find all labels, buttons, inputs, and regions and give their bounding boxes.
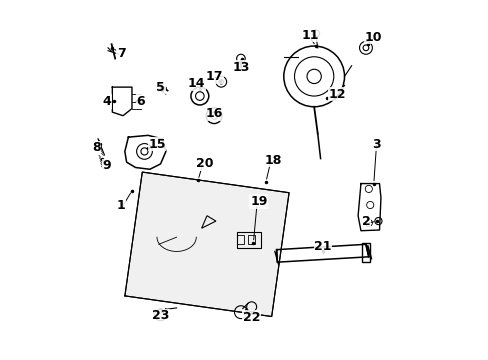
- Text: 21: 21: [314, 240, 331, 253]
- Text: 3: 3: [371, 138, 380, 151]
- Text: 8: 8: [92, 141, 101, 154]
- Text: 14: 14: [187, 77, 204, 90]
- Bar: [237, 235, 244, 244]
- Text: 18: 18: [264, 154, 281, 167]
- Text: 20: 20: [196, 157, 214, 170]
- Text: 15: 15: [148, 138, 165, 151]
- Text: 12: 12: [328, 88, 346, 101]
- Bar: [237, 232, 260, 248]
- Text: 11: 11: [301, 29, 319, 42]
- Text: 23: 23: [152, 309, 169, 322]
- Text: 6: 6: [136, 95, 145, 108]
- Text: 10: 10: [364, 31, 381, 44]
- Bar: [247, 235, 255, 244]
- Text: 4: 4: [102, 95, 111, 108]
- Text: 2: 2: [361, 215, 369, 228]
- Text: 7: 7: [117, 47, 125, 60]
- Text: 16: 16: [205, 107, 223, 120]
- Text: 22: 22: [243, 311, 260, 324]
- Text: 17: 17: [205, 70, 223, 83]
- Text: 13: 13: [232, 61, 249, 74]
- Text: 5: 5: [156, 81, 164, 94]
- Text: 19: 19: [249, 195, 267, 208]
- Text: 9: 9: [102, 159, 111, 172]
- Polygon shape: [124, 172, 288, 316]
- Text: 1: 1: [117, 198, 125, 212]
